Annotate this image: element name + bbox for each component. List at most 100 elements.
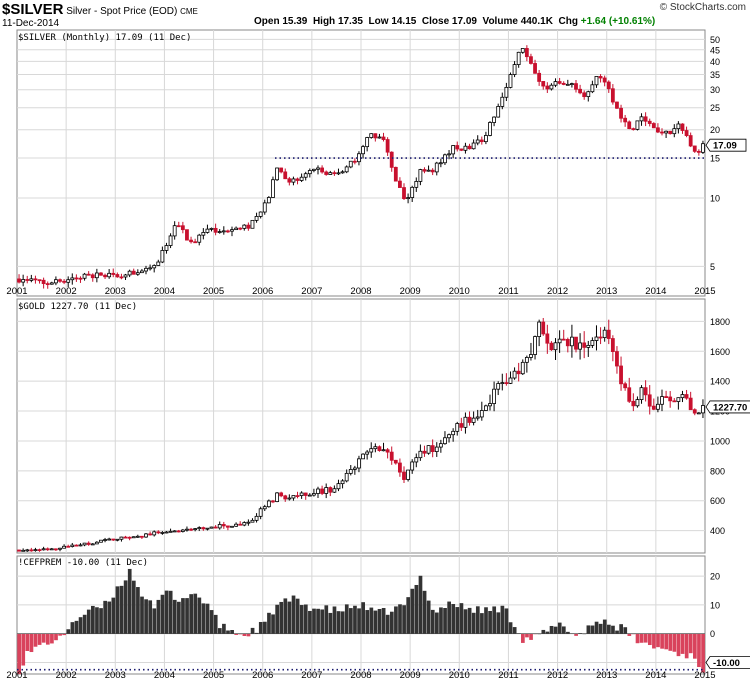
candle-body xyxy=(74,277,79,280)
candle-body xyxy=(90,543,95,546)
candle-body xyxy=(537,72,542,82)
candle-body xyxy=(479,410,484,418)
candle-body xyxy=(287,178,292,183)
candle-body xyxy=(41,548,46,551)
candle-body xyxy=(406,197,410,200)
candle-body xyxy=(643,387,648,396)
histogram-bar xyxy=(684,633,689,659)
candle-body xyxy=(688,135,693,147)
histogram-bar xyxy=(475,606,480,634)
histogram-bar xyxy=(615,630,619,634)
x-tick-label: 2006 xyxy=(252,286,273,297)
histogram-bar xyxy=(107,601,112,634)
histogram-bar xyxy=(271,614,275,634)
histogram-bar xyxy=(58,633,62,636)
x-tick-label: 2013 xyxy=(596,286,617,297)
candle-body xyxy=(140,270,144,274)
candle-body xyxy=(357,153,361,163)
candle-body xyxy=(434,162,439,173)
candle-body xyxy=(156,261,161,266)
candle-body xyxy=(361,453,365,460)
x-tick-label: 2009 xyxy=(400,286,421,297)
y-tick-label: 10 xyxy=(710,600,720,610)
histogram-bar xyxy=(381,607,386,634)
histogram-bar xyxy=(435,612,439,634)
candle-body xyxy=(94,541,99,545)
candle-body xyxy=(226,230,230,233)
x-tick-label: 2005 xyxy=(203,670,224,681)
candle-body xyxy=(131,270,136,275)
candle-body xyxy=(140,535,144,538)
candle-body xyxy=(484,135,488,143)
candle-body xyxy=(385,139,390,153)
histogram-bar xyxy=(238,633,243,635)
candle-body xyxy=(418,450,423,459)
histogram-bar xyxy=(430,609,435,634)
candle-body xyxy=(549,342,554,351)
candle-body xyxy=(647,394,652,407)
candle-body xyxy=(496,106,501,118)
histogram-bar xyxy=(320,609,325,634)
candle-body xyxy=(508,74,513,88)
histogram-bar xyxy=(373,610,378,634)
candle-body xyxy=(651,123,656,129)
histogram-bar xyxy=(574,633,578,636)
histogram-bar xyxy=(168,590,173,634)
histogram-bar xyxy=(148,600,153,634)
histogram-bar xyxy=(455,607,460,634)
candle-body xyxy=(217,231,222,233)
candle-body xyxy=(602,77,607,83)
candle-body xyxy=(651,405,656,410)
candle-body xyxy=(33,549,38,552)
candle-body xyxy=(258,508,263,517)
histogram-bar xyxy=(672,633,677,652)
candle-body xyxy=(467,416,472,423)
candle-body xyxy=(234,227,238,231)
x-tick-label: 2014 xyxy=(645,286,666,297)
candle-body xyxy=(475,139,480,144)
histogram-bar xyxy=(136,587,140,634)
candle-body xyxy=(500,96,505,107)
histogram-bar xyxy=(369,607,374,634)
candle-body xyxy=(99,539,103,543)
candle-body xyxy=(389,451,394,461)
candle-body xyxy=(533,336,537,355)
candle-body xyxy=(307,170,312,175)
candle-body xyxy=(135,272,140,275)
x-tick-label: 2015 xyxy=(694,670,715,681)
candle-body xyxy=(438,443,443,448)
histogram-bar xyxy=(197,597,202,634)
candle-body xyxy=(238,227,243,230)
candle-body xyxy=(209,526,214,529)
candle-body xyxy=(631,128,636,131)
histogram-bar xyxy=(95,607,99,634)
candle-body xyxy=(578,342,582,350)
x-tick-label: 2012 xyxy=(547,670,568,681)
histogram-bar xyxy=(33,633,38,647)
histogram-bar xyxy=(144,599,148,634)
candle-body xyxy=(332,488,337,493)
histogram-bar xyxy=(353,605,357,634)
candle-body xyxy=(279,167,284,173)
candle-body xyxy=(37,549,42,552)
change-label: Chg xyxy=(558,16,578,27)
candle-body xyxy=(406,469,410,480)
x-tick-label: 2014 xyxy=(645,670,666,681)
candle-body xyxy=(25,279,30,281)
candle-body xyxy=(197,527,202,530)
candle-body xyxy=(574,336,578,350)
histogram-bar xyxy=(512,627,517,634)
histogram-bar xyxy=(123,580,128,634)
y-tick-label: 20 xyxy=(710,572,720,582)
candle-body xyxy=(557,338,562,344)
histogram-bar xyxy=(131,580,136,634)
histogram-bar xyxy=(103,600,107,634)
candle-body xyxy=(340,171,345,174)
exchange: CME xyxy=(180,7,198,16)
candle-body xyxy=(639,387,644,401)
candle-body xyxy=(643,116,648,122)
candle-body xyxy=(684,394,689,399)
histogram-bar xyxy=(54,633,58,641)
candle-body xyxy=(320,167,324,173)
candle-body xyxy=(533,63,537,74)
